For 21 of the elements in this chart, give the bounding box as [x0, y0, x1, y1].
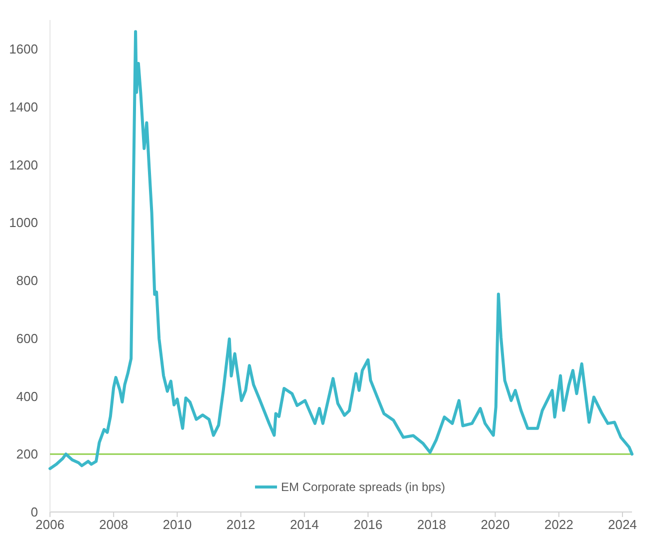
legend-label: EM Corporate spreads (in bps) — [281, 480, 446, 494]
y-tick-label: 1200 — [9, 157, 38, 172]
y-tick-label: 1400 — [9, 99, 38, 114]
y-tick-label: 1600 — [9, 41, 38, 56]
y-tick-label: 600 — [16, 330, 38, 346]
y-tick-label: 1000 — [9, 215, 38, 230]
x-tick-label: 2020 — [480, 517, 510, 532]
x-tick-label: 2016 — [354, 517, 382, 532]
x-tick-label: 2006 — [36, 517, 64, 532]
y-tick-label: 400 — [16, 388, 38, 404]
x-tick-label: 2022 — [544, 517, 574, 532]
x-tick-label: 2010 — [162, 517, 192, 532]
x-tick-label: 2018 — [417, 517, 446, 532]
line-series — [48, 30, 634, 470]
x-tick-label: 2014 — [290, 517, 319, 532]
y-tick-label: 800 — [16, 273, 38, 288]
y-tick-label: 200 — [16, 446, 38, 462]
x-tick-label: 2024 — [608, 517, 637, 532]
x-tick-label: 2008 — [99, 517, 128, 532]
x-tick-label: 2012 — [226, 517, 256, 532]
y-tick-label: 0 — [30, 504, 38, 520]
